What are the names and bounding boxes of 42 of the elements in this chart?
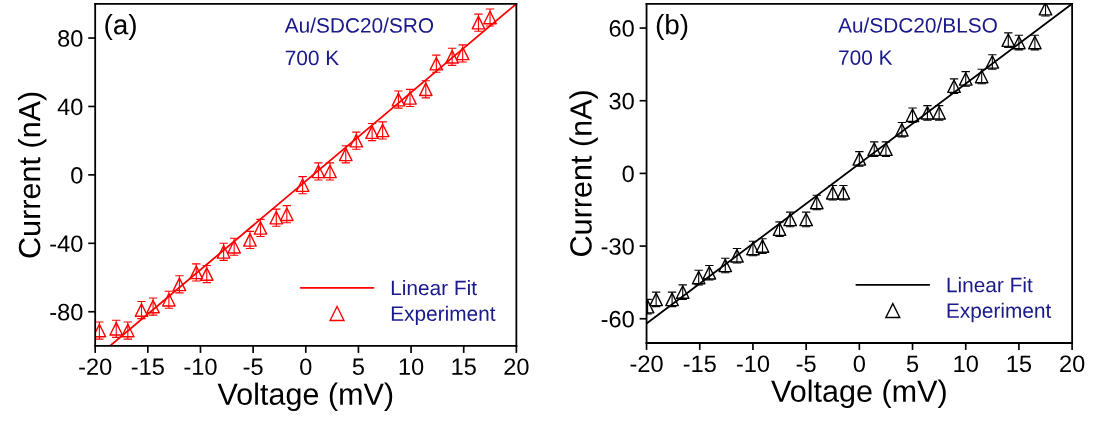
x-tick-label: -10 <box>184 358 217 376</box>
legend-label: Linear Fit <box>391 280 477 296</box>
x-tick-label: 5 <box>352 358 364 376</box>
x-tick-label: 20 <box>504 358 529 376</box>
x-tick-label: 10 <box>399 358 424 376</box>
annotation: Au/SDC20/BLSO <box>838 17 997 33</box>
annotation: 700 K <box>285 50 339 66</box>
y-tick-label: -80 <box>50 303 83 321</box>
legend-label: Linear Fit <box>947 277 1033 293</box>
x-axis-title: Voltage (mV) <box>217 382 393 412</box>
x-tick-label: -5 <box>243 358 263 376</box>
y-tick-label: 0 <box>71 166 83 184</box>
x-tick-label: -20 <box>79 358 112 376</box>
x-tick-label: -15 <box>131 358 164 376</box>
x-tick-label: 0 <box>300 358 312 376</box>
y-tick-label: 60 <box>609 20 634 37</box>
y-axis-title: Current (nA) <box>17 92 47 258</box>
y-tick-label: 40 <box>57 98 83 116</box>
y-tick-label: -40 <box>50 235 83 253</box>
annotation: (a) <box>105 14 136 40</box>
y-tick-label: 30 <box>609 92 634 110</box>
annotation: (b) <box>656 14 688 40</box>
x-tick-label: 20 <box>1060 355 1085 373</box>
x-tick-label: 10 <box>954 355 978 373</box>
legend-label: Experiment <box>947 302 1052 323</box>
x-tick-label: -5 <box>796 355 816 373</box>
y-axis-title: Current (nA) <box>569 91 598 256</box>
annotation: Au/SDC20/SRO <box>284 17 434 33</box>
x-tick-label: 15 <box>452 358 476 376</box>
x-tick-label: -20 <box>630 355 663 373</box>
x-tick-label: 0 <box>853 355 865 373</box>
x-tick-label: 15 <box>1007 355 1032 373</box>
x-tick-label: -15 <box>683 355 716 373</box>
x-tick-label: -10 <box>736 355 770 373</box>
y-tick-label: -30 <box>601 238 634 255</box>
y-tick-label: -60 <box>601 310 634 328</box>
y-tick-label: 80 <box>58 30 83 47</box>
x-axis-title: Voltage (mV) <box>771 379 946 409</box>
y-tick-label: 0 <box>622 165 634 183</box>
x-tick-label: 5 <box>906 355 919 373</box>
annotation: 700 K <box>839 50 893 65</box>
legend-label: Experiment <box>391 305 496 326</box>
